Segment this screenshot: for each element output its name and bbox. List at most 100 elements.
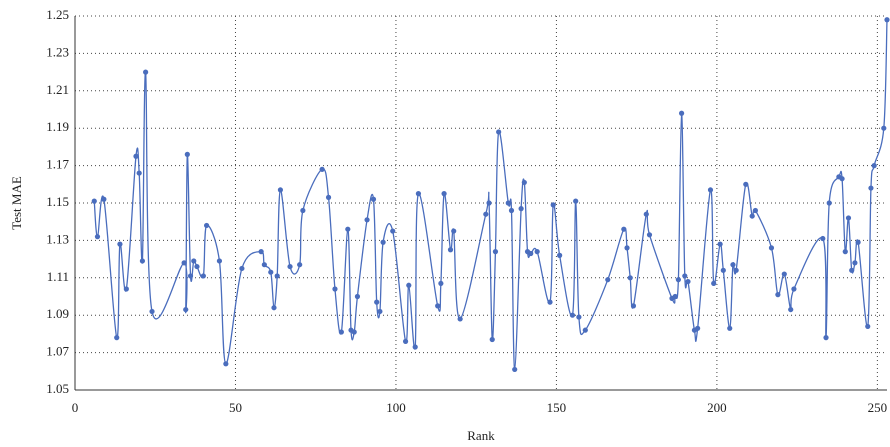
- point: [268, 269, 274, 275]
- point: [354, 293, 361, 300]
- x-axis-label: Rank: [467, 428, 495, 443]
- x-tick-label: 150: [547, 400, 567, 415]
- point: [489, 336, 495, 343]
- point: [823, 335, 829, 341]
- point: [791, 286, 797, 292]
- point: [374, 299, 380, 305]
- point: [557, 252, 563, 258]
- point: [496, 129, 502, 135]
- point: [743, 181, 749, 187]
- point: [123, 286, 129, 292]
- point: [194, 263, 200, 270]
- point: [845, 215, 852, 221]
- point: [675, 277, 681, 283]
- point: [682, 273, 688, 279]
- point: [187, 273, 194, 279]
- point: [868, 185, 874, 191]
- point: [239, 265, 245, 272]
- point: [576, 314, 582, 320]
- point: [643, 211, 649, 217]
- point: [752, 207, 759, 214]
- point: [884, 17, 890, 23]
- x-tick-label: 50: [229, 400, 242, 415]
- y-tick-label: 1.07: [46, 344, 69, 359]
- point: [550, 202, 556, 208]
- point: [672, 293, 678, 300]
- point: [768, 245, 775, 251]
- point: [370, 196, 377, 202]
- point: [300, 207, 306, 214]
- x-tick-label: 100: [386, 400, 406, 415]
- point: [451, 228, 457, 234]
- point: [364, 217, 370, 223]
- point: [849, 267, 855, 273]
- point: [345, 226, 351, 232]
- point: [258, 249, 264, 255]
- point: [842, 249, 848, 255]
- line: [93, 19, 888, 371]
- point: [277, 187, 284, 193]
- y-tick-label: 1.19: [46, 119, 69, 134]
- y-tick-label: 1.09: [46, 306, 69, 321]
- point: [377, 308, 383, 315]
- point: [521, 179, 527, 186]
- point: [749, 213, 755, 219]
- point: [133, 153, 139, 159]
- point: [483, 211, 489, 217]
- y-axis-label: Test MAE: [9, 176, 24, 230]
- point: [492, 249, 499, 255]
- point: [733, 267, 739, 273]
- point: [271, 305, 277, 311]
- point: [528, 250, 534, 257]
- point: [203, 222, 210, 229]
- point: [730, 262, 736, 268]
- point: [569, 312, 576, 318]
- point: [646, 232, 653, 238]
- point: [627, 275, 633, 281]
- point: [678, 110, 685, 116]
- y-tick-label: 1.11: [47, 269, 69, 284]
- point: [149, 308, 155, 315]
- point: [717, 241, 723, 247]
- point: [685, 278, 691, 285]
- point: [117, 241, 123, 247]
- point: [136, 170, 142, 176]
- point: [457, 316, 463, 322]
- point: [412, 344, 418, 350]
- point: [415, 191, 422, 197]
- point: [630, 303, 637, 309]
- point: [181, 260, 187, 266]
- point: [695, 325, 701, 331]
- point: [114, 335, 120, 341]
- y-tick-label: 1.15: [46, 194, 69, 209]
- y-tick-label: 1.25: [46, 7, 69, 22]
- point: [865, 323, 871, 330]
- point: [441, 191, 447, 197]
- point: [582, 327, 588, 333]
- y-tick-label: 1.13: [46, 231, 69, 246]
- point: [390, 228, 396, 234]
- point: [826, 200, 832, 206]
- point: [881, 125, 887, 131]
- point: [380, 239, 386, 245]
- point: [508, 207, 515, 214]
- point: [332, 286, 338, 292]
- point: [855, 239, 861, 245]
- point: [573, 198, 579, 204]
- point: [438, 280, 444, 287]
- point: [435, 303, 441, 309]
- point: [447, 247, 454, 253]
- point: [91, 198, 97, 204]
- point: [820, 235, 826, 242]
- point: [852, 260, 858, 266]
- point: [184, 151, 190, 157]
- point: [216, 258, 223, 264]
- y-tick-label: 1.17: [46, 157, 69, 172]
- point: [287, 263, 293, 270]
- point: [720, 267, 726, 273]
- point: [325, 194, 332, 200]
- point: [297, 262, 303, 268]
- point: [486, 200, 492, 206]
- point: [781, 271, 787, 277]
